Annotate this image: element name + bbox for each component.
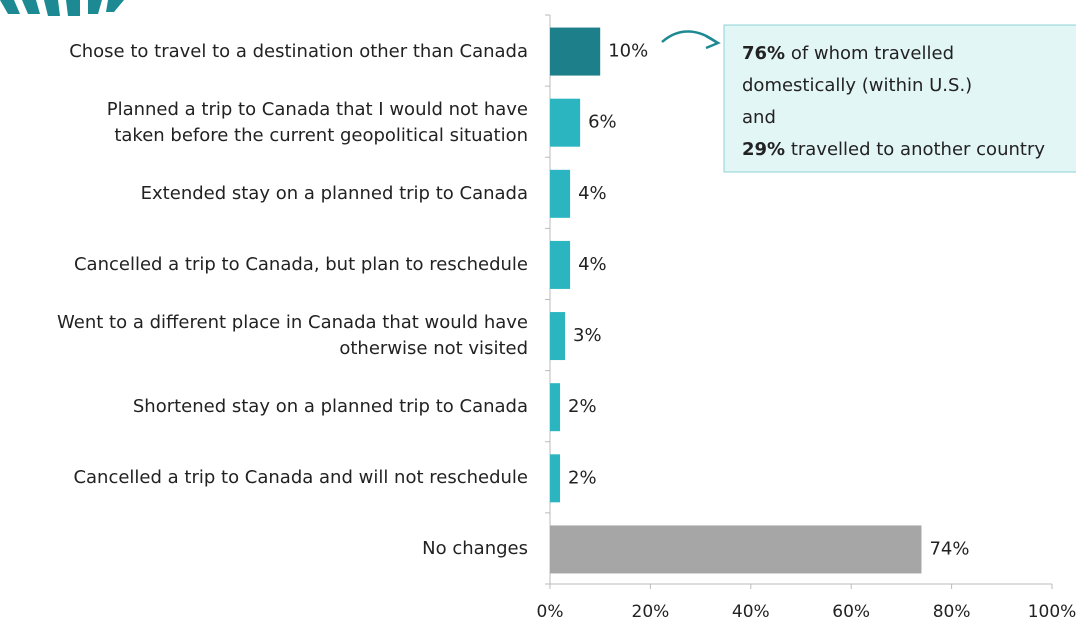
bar	[550, 98, 581, 147]
bar	[550, 525, 922, 574]
value-label: 4%	[578, 183, 607, 204]
callout-line: 29% travelled to another country	[742, 134, 1045, 166]
callout-line: and	[742, 107, 776, 128]
category-label: Cancelled a trip to Canada and will not …	[73, 467, 528, 489]
bar	[550, 383, 561, 432]
value-label: 74%	[929, 538, 969, 559]
category-label: Chose to travel to a destination other t…	[69, 40, 528, 62]
logo	[0, 0, 124, 16]
bar	[550, 27, 601, 76]
category-label: Planned a trip to Canada that I would no…	[106, 98, 528, 146]
x-tick-label: 60%	[832, 602, 870, 619]
callout-bold: 76%	[742, 43, 786, 64]
callout-span: travelled to another country	[785, 139, 1045, 160]
x-tick-label: 80%	[933, 602, 971, 619]
callout-line: 76% of whom travelled	[742, 38, 1045, 70]
callout-span: of whom travelled	[785, 43, 955, 64]
value-label: 3%	[573, 325, 602, 346]
category-label: Cancelled a trip to Canada, but plan to …	[73, 253, 528, 275]
bar	[550, 312, 566, 361]
category-label: Shortened stay on a planned trip to Cana…	[132, 396, 528, 418]
x-tick-label: 20%	[632, 602, 670, 619]
bar	[550, 169, 571, 218]
category-label: Extended stay on a planned trip to Canad…	[140, 182, 528, 204]
callout-bold: 29%	[742, 139, 786, 160]
value-label: 10%	[608, 41, 648, 62]
x-tick-label: 100%	[1028, 602, 1076, 619]
category-label: No changes	[422, 538, 528, 560]
value-label: 6%	[588, 112, 617, 133]
value-label: 2%	[568, 396, 597, 417]
category-label: Went to a different place in Canada that…	[57, 312, 528, 360]
x-tick-label: 0%	[537, 602, 564, 619]
value-label: 4%	[578, 254, 607, 275]
x-tick-label: 40%	[732, 602, 770, 619]
callout-box	[723, 24, 1076, 173]
callout-arrow-head	[705, 34, 721, 50]
callout-line: domestically (within U.S.)	[742, 75, 973, 96]
bar	[550, 240, 571, 289]
bar	[550, 454, 561, 503]
callout-text: 76% of whom travelled domestically (with…	[742, 38, 1045, 166]
value-label: 2%	[568, 467, 597, 488]
